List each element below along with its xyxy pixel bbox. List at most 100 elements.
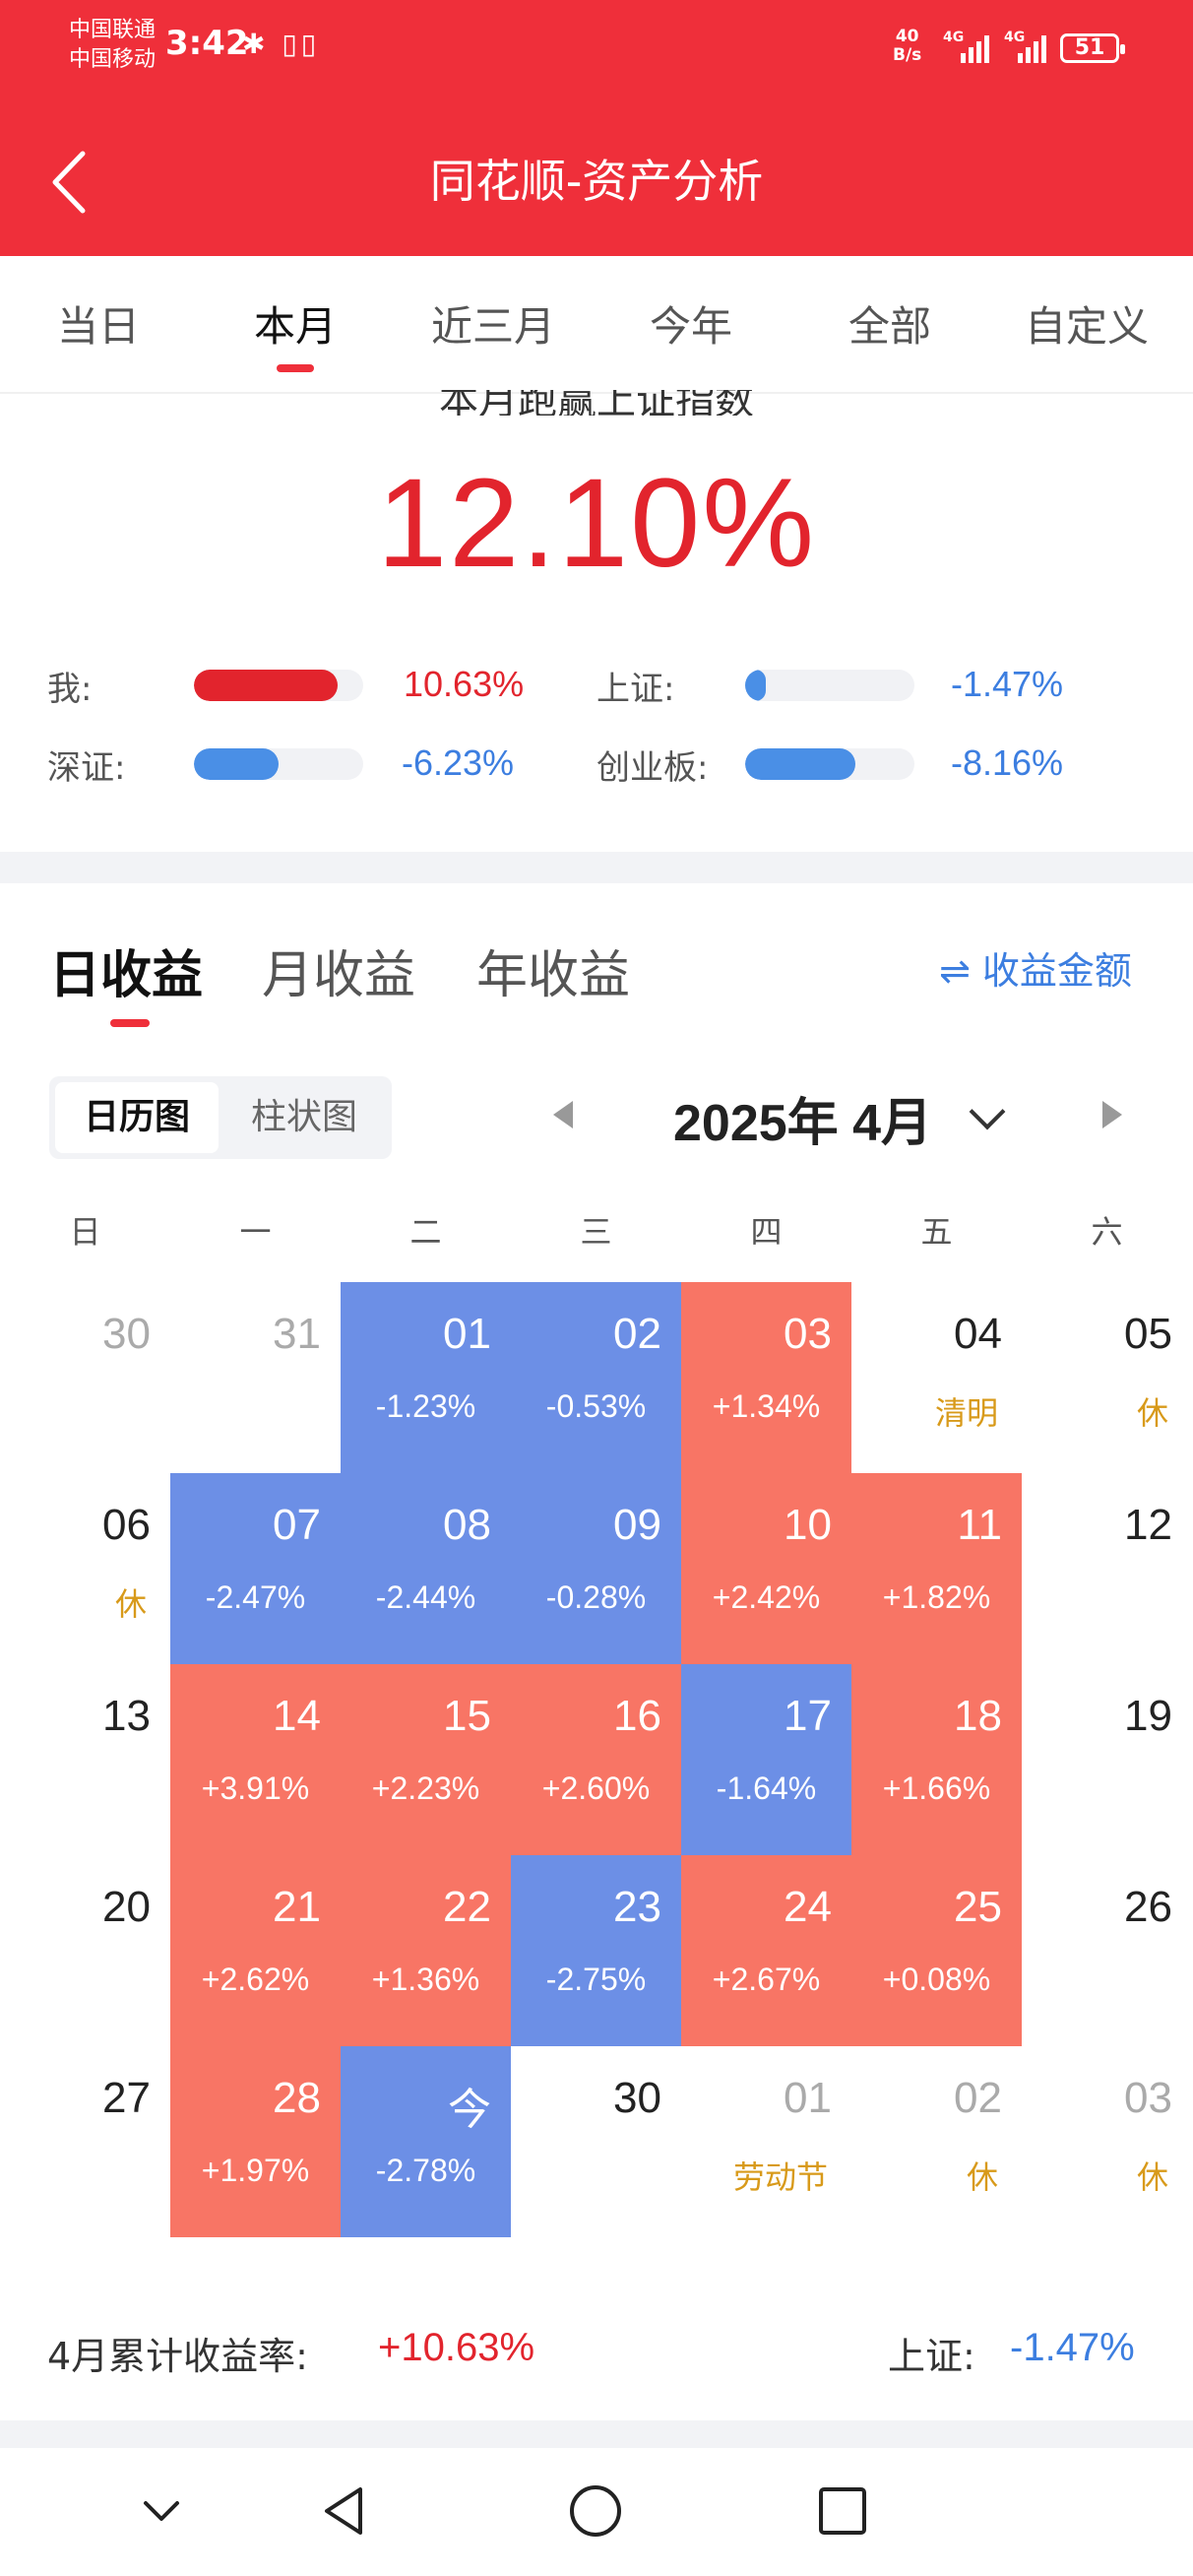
net-speed-unit: B/s: [893, 45, 922, 65]
weekday-label: 日: [69, 1213, 101, 1251]
view-toggle: 日历图 柱状图: [49, 1076, 392, 1159]
app-header: 中国联通 中国移动 3:42 ✱ ▯▯ 40 B/s 4G 4G 51 同花顺-…: [0, 0, 1193, 256]
chevron-left-icon[interactable]: [47, 148, 94, 217]
day-number: 20: [102, 1883, 151, 1931]
compare-fill-shanghai: [745, 670, 766, 701]
calendar-day-cell[interactable]: 03 休: [1022, 2046, 1192, 2237]
month-selector[interactable]: 2025年 4月: [673, 1095, 933, 1152]
calendar-day-cell[interactable]: 14 +3.91%: [170, 1664, 341, 1855]
day-number: 02: [613, 1310, 661, 1358]
weekday-label: 五: [920, 1213, 953, 1251]
day-number: 19: [1124, 1692, 1172, 1740]
day-number: 21: [273, 1883, 321, 1931]
calendar-day-cell[interactable]: 今 -2.78%: [341, 2046, 511, 2237]
calendar-day-cell[interactable]: 11 +1.82%: [851, 1473, 1022, 1664]
next-month-icon[interactable]: [1102, 1101, 1122, 1128]
calendar-day-cell[interactable]: 06 休: [0, 1473, 170, 1664]
carrier-2: 中国移动: [69, 47, 157, 72]
day-number: 25: [954, 1883, 1002, 1931]
tab-yearly-income[interactable]: 年收益: [476, 946, 631, 1005]
day-number: 28: [273, 2074, 321, 2122]
compare-value-me: 10.63%: [404, 664, 525, 704]
day-number: 18: [954, 1692, 1002, 1740]
compare-value-chinext: -8.16%: [951, 742, 1064, 783]
day-return: +1.82%: [882, 1579, 991, 1615]
prev-month-icon[interactable]: [553, 1101, 573, 1128]
weekday-label: 三: [580, 1213, 612, 1251]
calendar-day-cell[interactable]: 02 -0.53%: [511, 1282, 681, 1473]
day-number: 30: [613, 2074, 661, 2122]
calendar-day-cell[interactable]: 12: [1022, 1473, 1192, 1664]
calendar-day-cell[interactable]: 01 劳动节: [681, 2046, 851, 2237]
summary-caption: 本月跑赢上证指数: [0, 390, 1193, 416]
home-circle-icon[interactable]: [566, 2481, 625, 2541]
income-amount-toggle[interactable]: ⇌ 收益金额: [939, 949, 1132, 993]
compare-value-shenzhen: -6.23%: [402, 742, 515, 783]
carrier-1: 中国联通: [69, 18, 157, 42]
tab-custom[interactable]: 自定义: [1024, 302, 1149, 351]
day-return: +2.42%: [712, 1579, 821, 1615]
calendar-day-cell[interactable]: 05 休: [1022, 1282, 1192, 1473]
section-divider: [0, 852, 1193, 883]
calendar-day-cell[interactable]: 22 +1.36%: [341, 1855, 511, 2046]
calendar-day-cell[interactable]: 30: [0, 1282, 170, 1473]
day-return: +1.97%: [201, 2153, 310, 2188]
calendar-day-cell[interactable]: 10 +2.42%: [681, 1473, 851, 1664]
calendar-day-cell[interactable]: 21 +2.62%: [170, 1855, 341, 2046]
calendar-day-cell[interactable]: 09 -0.28%: [511, 1473, 681, 1664]
recent-square-icon[interactable]: [813, 2481, 872, 2541]
holiday-label: 休: [114, 1585, 147, 1623]
carrier-info: 中国联通 中国移动: [69, 16, 156, 75]
calendar-day-cell[interactable]: 31: [170, 1282, 341, 1473]
calendar-day-cell[interactable]: 15 +2.23%: [341, 1664, 511, 1855]
calendar-day-cell[interactable]: 18 +1.66%: [851, 1664, 1022, 1855]
calendar-day-cell[interactable]: 28 +1.97%: [170, 2046, 341, 2237]
holiday-label: 休: [966, 2158, 998, 2196]
calendar-day-cell[interactable]: 23 -2.75%: [511, 1855, 681, 2046]
day-number: 17: [784, 1692, 832, 1740]
day-number: 22: [443, 1883, 491, 1931]
tab-all[interactable]: 全部: [848, 302, 931, 351]
calendar-view-button[interactable]: 日历图: [55, 1082, 219, 1153]
day-return: -2.47%: [205, 1579, 306, 1615]
day-number: 04: [954, 1310, 1002, 1358]
tab-three-months[interactable]: 近三月: [430, 302, 555, 351]
outperform-value: 12.10%: [376, 453, 817, 594]
calendar-day-cell[interactable]: 02 休: [851, 2046, 1022, 2237]
tab-monthly-income[interactable]: 月收益: [262, 946, 416, 1005]
calendar-day-cell[interactable]: 07 -2.47%: [170, 1473, 341, 1664]
back-triangle-icon[interactable]: [317, 2481, 376, 2541]
bar-view-button[interactable]: 柱状图: [250, 1097, 357, 1137]
battery-icon: 51: [1060, 33, 1125, 63]
calendar-day-cell[interactable]: 08 -2.44%: [341, 1473, 511, 1664]
calendar-day-cell[interactable]: 03 +1.34%: [681, 1282, 851, 1473]
calendar-day-cell[interactable]: 17 -1.64%: [681, 1664, 851, 1855]
calendar-day-cell[interactable]: 19: [1022, 1664, 1192, 1855]
chevron-down-icon[interactable]: [132, 2481, 191, 2541]
day-number: 01: [784, 2074, 832, 2122]
calendar-day-cell[interactable]: 30: [511, 2046, 681, 2237]
tab-today[interactable]: 当日: [56, 302, 140, 351]
calendar-day-cell[interactable]: 27: [0, 2046, 170, 2237]
calendar-day-cell[interactable]: 25 +0.08%: [851, 1855, 1022, 2046]
calendar-day-cell[interactable]: 24 +2.67%: [681, 1855, 851, 2046]
day-return: -0.28%: [545, 1579, 647, 1615]
tab-daily-income[interactable]: 日收益: [49, 946, 204, 1005]
day-number: 07: [273, 1501, 321, 1549]
calendar-day-cell[interactable]: 01 -1.23%: [341, 1282, 511, 1473]
day-number: 10: [784, 1501, 832, 1549]
day-return: +1.36%: [371, 1962, 480, 1997]
calendar-day-cell[interactable]: 13: [0, 1664, 170, 1855]
signal-label-2: 4G: [1004, 30, 1026, 45]
tab-this-year[interactable]: 今年: [649, 302, 732, 351]
day-number: 30: [102, 1310, 151, 1358]
chevron-down-icon[interactable]: [969, 1093, 1006, 1130]
calendar-day-cell[interactable]: 20: [0, 1855, 170, 2046]
calendar-day-cell[interactable]: 04 清明: [851, 1282, 1022, 1473]
tab-this-month[interactable]: 本月: [253, 302, 337, 351]
status-bar: 中国联通 中国移动 3:42 ✱ ▯▯ 40 B/s 4G 4G 51: [0, 0, 1193, 98]
calendar-day-cell[interactable]: 16 +2.60%: [511, 1664, 681, 1855]
day-number: 08: [443, 1501, 491, 1549]
calendar-day-cell[interactable]: 26: [1022, 1855, 1192, 2046]
page-title: 同花顺-资产分析: [429, 155, 764, 208]
